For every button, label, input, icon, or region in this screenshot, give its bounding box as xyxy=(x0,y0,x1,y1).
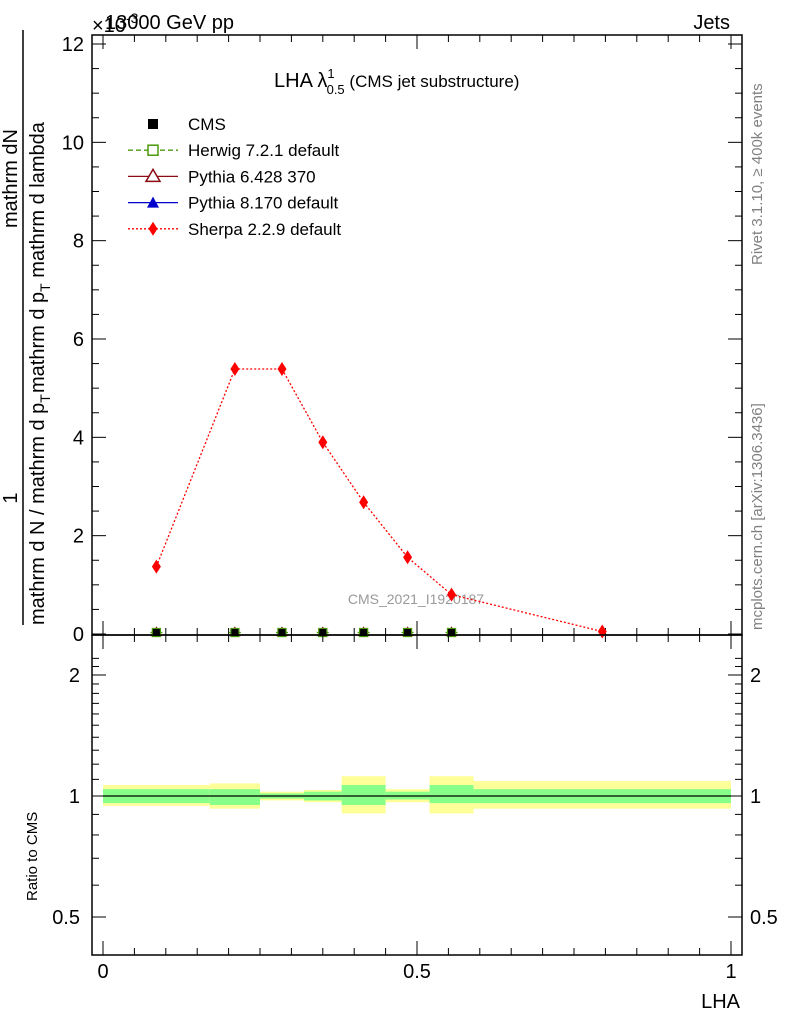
rivet-label: Rivet 3.1.10, ≥ 400k events xyxy=(749,83,766,265)
ratio-tick-label-right: 2 xyxy=(750,665,761,687)
ratio-bands xyxy=(103,776,731,814)
analysis-watermark: CMS_2021_I1920187 xyxy=(348,591,484,607)
ylabel-top: mathrm dN xyxy=(0,129,22,228)
sherpa-point xyxy=(447,587,457,602)
legend-marker xyxy=(144,167,162,183)
cms-point xyxy=(231,629,239,637)
main-y-axis-label: 1 mathrm d N / mathrm d pT mathrm d pT m… xyxy=(0,30,53,625)
y-tick-label: 8 xyxy=(73,231,84,253)
y-tick-label: 0 xyxy=(73,624,84,646)
x-axis-ticks: 0 0.5 1 xyxy=(97,635,737,983)
ratio-y-label: Ratio to CMS xyxy=(24,812,41,901)
x-tick-label: 1 xyxy=(725,961,736,983)
plot-title: LHA λ1 0.5 (CMS jet substructure) xyxy=(274,66,519,97)
legend-label: Pythia 6.428 370 xyxy=(188,167,316,186)
legend-marker xyxy=(148,119,158,129)
herwig-point xyxy=(151,627,162,638)
legend-label: Herwig 7.2.1 default xyxy=(188,141,339,160)
main-series-layer xyxy=(150,361,607,639)
cms-point xyxy=(404,629,412,637)
sherpa-point xyxy=(230,361,240,376)
ratio-tick-label-right: 1 xyxy=(750,786,761,808)
sherpa-point xyxy=(151,559,161,574)
herwig-point xyxy=(402,627,413,638)
herwig-point xyxy=(446,627,457,638)
herwig-point xyxy=(358,627,369,638)
cms-point xyxy=(360,629,368,637)
ratio-band-inner xyxy=(209,789,260,805)
exponent-label: ×10-3 xyxy=(92,10,139,37)
ylabel-numerator: 1 xyxy=(0,492,22,503)
ratio-tick-label: 1 xyxy=(69,786,80,808)
y-tick-label: 6 xyxy=(73,329,84,351)
ratio-axis-ticks: 0.5 0.5 1 1 2 2 xyxy=(52,657,778,929)
legend-marker xyxy=(148,221,158,236)
cms-point xyxy=(152,629,160,637)
ratio-band-inner xyxy=(341,785,386,805)
legend-marker xyxy=(147,196,159,208)
ylabel-left: mathrm d N / mathrm d pT xyxy=(27,394,53,625)
x-tick-label: 0.5 xyxy=(403,961,431,983)
sherpa-point xyxy=(359,495,369,510)
sherpa-line xyxy=(155,368,603,633)
sherpa-point xyxy=(403,550,413,565)
legend-marker xyxy=(147,144,159,156)
legend-label: CMS xyxy=(188,115,226,134)
y-tick-label: 12 xyxy=(62,34,84,56)
y-tick-label: 2 xyxy=(73,526,84,548)
beam-label: 13000 GeV pp xyxy=(105,12,234,34)
legend-label: Pythia 8.170 default xyxy=(188,194,339,213)
herwig-point xyxy=(277,627,287,638)
ratio-tick-label: 2 xyxy=(69,665,80,687)
ratio-band-inner xyxy=(429,785,474,804)
cms-point xyxy=(319,629,327,637)
cms-point xyxy=(278,629,286,637)
ratio-tick-label: 0.5 xyxy=(52,907,80,929)
ylabel-right: mathrm d pT mathrm d lambda xyxy=(27,121,53,393)
herwig-point xyxy=(230,627,240,638)
x-axis-label: LHA xyxy=(701,991,741,1013)
x-tick-label: 0 xyxy=(97,961,108,983)
ratio-tick-label-right: 0.5 xyxy=(750,907,778,929)
y-tick-label: 4 xyxy=(73,427,84,449)
process-label: Jets xyxy=(693,12,730,34)
sherpa-point xyxy=(318,435,328,450)
cms-point xyxy=(448,629,456,637)
main-axis-ticks: 0 2 4 6 8 10 12 xyxy=(62,34,742,646)
legend: CMS Herwig 7.2.1 default Pythia 6.428 370 P… xyxy=(128,115,341,239)
mcplots-label: mcplots.cern.ch [arXiv:1306.3436] xyxy=(749,403,766,630)
sherpa-point xyxy=(277,361,287,376)
legend-label: Sherpa 2.2.9 default xyxy=(188,220,341,239)
y-tick-label: 10 xyxy=(62,132,84,154)
